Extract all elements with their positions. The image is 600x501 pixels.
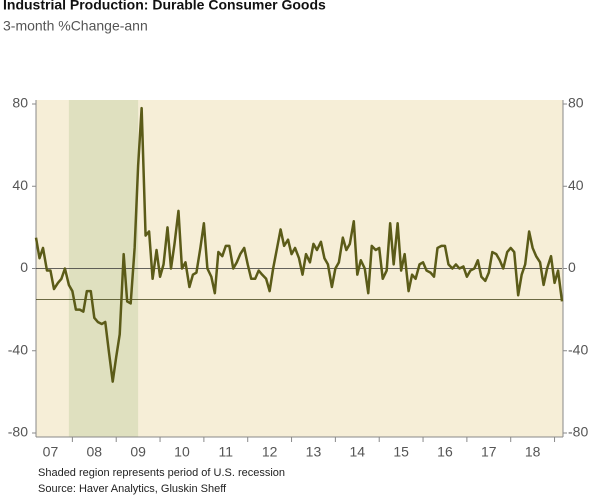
x-tick-label: 15 (393, 444, 409, 460)
x-tick-label: 13 (306, 444, 322, 460)
y2-tick-label: 80 (568, 95, 584, 111)
x-tick-label: 07 (43, 444, 59, 460)
x-tick-label: 11 (219, 444, 234, 460)
chart-subtitle: 3-month %Change-ann (3, 18, 148, 34)
y2-tick-label: -40 (568, 341, 588, 357)
x-tick-label: 18 (525, 444, 541, 460)
x-tick-label: 09 (130, 444, 146, 460)
y2-tick-label: -80 (568, 424, 588, 440)
y-tick-label: 40 (12, 177, 28, 193)
y2-tick-label: 0 (568, 259, 576, 275)
chart-title: Industrial Production: Durable Consumer … (3, 0, 326, 13)
y-tick-label: 80 (12, 95, 28, 111)
y-tick-label: -40 (8, 341, 28, 357)
data-line (34, 106, 564, 383)
x-tick-label: 14 (350, 444, 366, 460)
source: Source: Haver Analytics, Gluskin Sheff (38, 483, 227, 495)
x-tick-label: 16 (437, 444, 453, 460)
x-tick-label: 10 (174, 444, 190, 460)
y2-tick-label: 40 (568, 177, 584, 193)
x-tick-label: 17 (481, 444, 497, 460)
note: Shaded region represents period of U.S. … (38, 467, 285, 479)
x-tick-label: 08 (87, 444, 103, 460)
y-tick-label: 0 (20, 259, 28, 275)
y-tick-label: -80 (8, 424, 28, 440)
x-tick-label: 12 (262, 444, 278, 460)
